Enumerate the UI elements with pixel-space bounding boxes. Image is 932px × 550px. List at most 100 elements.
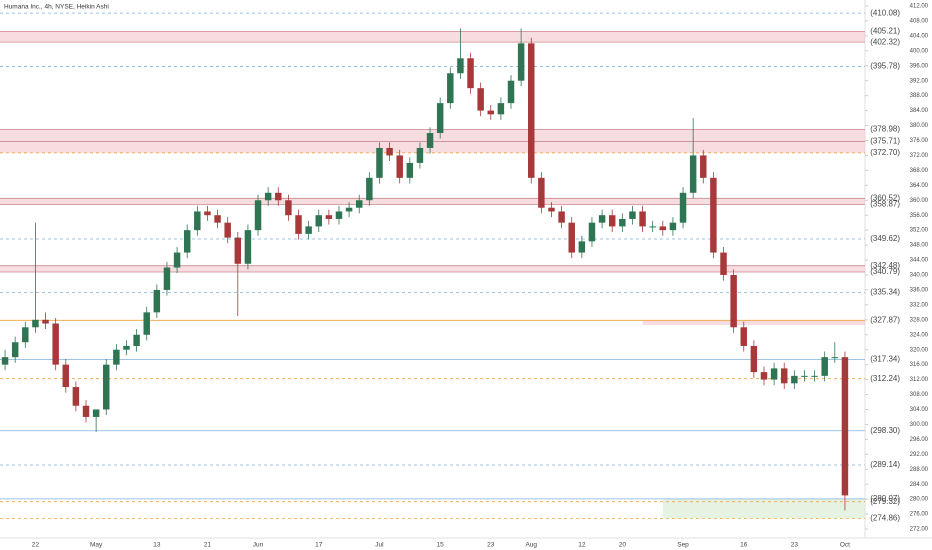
candle-body [467,58,474,89]
level-label: (280.07) [870,494,900,503]
y-tick-label: 380.00 [910,123,929,129]
level-label: (402.32) [870,37,900,46]
candle-body [264,192,272,201]
candle-body [82,405,90,417]
y-tick-label: 300.00 [910,422,929,428]
candle-body [275,192,282,201]
level-label: (279.32) [870,497,900,506]
level-label: (274.86) [870,513,900,522]
candle-body [608,215,616,227]
candle-body [558,211,565,223]
x-tick-label: 16 [740,542,748,549]
zone [0,31,865,43]
candle-body [72,387,80,406]
y-tick-label: 388.00 [910,93,929,99]
candle-body [163,267,171,290]
y-tick-label: 360.00 [910,198,929,204]
y-tick-label: 324.00 [910,332,929,338]
candle-body [295,215,302,234]
candle-body [720,252,727,275]
candle-body [507,80,515,104]
y-tick-label: 344.00 [910,258,929,264]
candle-body [689,155,697,193]
x-tick-label: Sep [677,542,689,549]
candle-body [619,218,626,227]
y-tick-label: 408.00 [910,19,929,25]
candle-body [639,211,646,227]
y-tick-label: 404.00 [910,33,929,39]
candle-body [22,327,29,343]
y-tick-label: 304.00 [910,407,929,413]
x-tick-label: 17 [315,542,323,549]
y-tick-label: 292.00 [910,452,929,458]
x-tick-label: Aug [525,542,537,549]
candle-body [62,364,70,388]
candle-body [345,207,353,212]
y-tick-label: 308.00 [910,392,929,398]
x-tick-label: 20 [619,542,627,549]
candle-body [143,312,150,335]
candle-body [123,345,130,350]
candle-body [386,147,393,156]
candle-body [528,43,535,178]
candle-body [517,43,525,81]
y-tick-label: 352.00 [910,228,929,234]
candle-body [133,334,140,346]
candle-body [396,155,403,178]
candle-body [436,103,444,134]
level-label: (335.34) [870,287,900,296]
candle-body [355,200,363,208]
candle-body [113,349,120,365]
candle-body [244,230,252,264]
x-tick-label: 13 [153,542,161,549]
candle-body [669,222,677,231]
x-tick-label: Jun [253,542,264,549]
y-tick-label: 348.00 [910,243,929,249]
candle-body [103,364,110,410]
y-tick-label: 336.00 [910,288,929,294]
level-label: (360.52) [870,193,900,202]
y-tick-label: 368.00 [910,168,929,174]
candle-body [700,155,707,178]
x-tick-label: Jul [375,542,384,549]
candle-body [447,73,454,104]
candle-body [173,252,181,268]
level-label: (289.14) [870,460,900,469]
candle-body [811,375,818,377]
x-tick-label: 22 [32,542,40,549]
x-tick-label: May [90,542,103,549]
candle-body [32,319,39,328]
candle-body [578,241,586,253]
y-tick-label: 364.00 [910,183,929,189]
level-label: (342.48) [870,261,900,270]
y-tick-label: 320.00 [910,347,929,353]
x-tick-label: 23 [487,542,495,549]
candle-body [548,207,555,212]
y-tick-label: 288.00 [910,467,929,473]
y-tick-label: 312.00 [910,377,929,383]
x-tick-label: Oct [840,542,850,549]
candle-body [52,323,59,365]
candle-body [831,357,839,359]
y-tick-label: 328.00 [910,317,929,323]
candle-body [841,357,849,496]
candle-body [588,222,596,242]
candle-body [315,215,322,227]
y-tick-label: 272.00 [910,527,929,533]
y-tick-label: 400.00 [910,48,929,54]
level-label: (358.87) [870,200,900,209]
candle-body [426,133,434,148]
candle-body [204,211,211,216]
candle-body [760,372,768,380]
candle-body [598,215,606,223]
candle-body [234,237,242,264]
zone [642,320,865,326]
level-label: (349.62) [870,234,900,243]
candle-body [366,177,373,201]
y-tick-label: 316.00 [910,362,929,368]
candle-body [376,147,383,178]
candle-body [42,319,49,324]
level-label: (327.87) [870,315,900,324]
y-tick-label: 284.00 [910,482,929,488]
